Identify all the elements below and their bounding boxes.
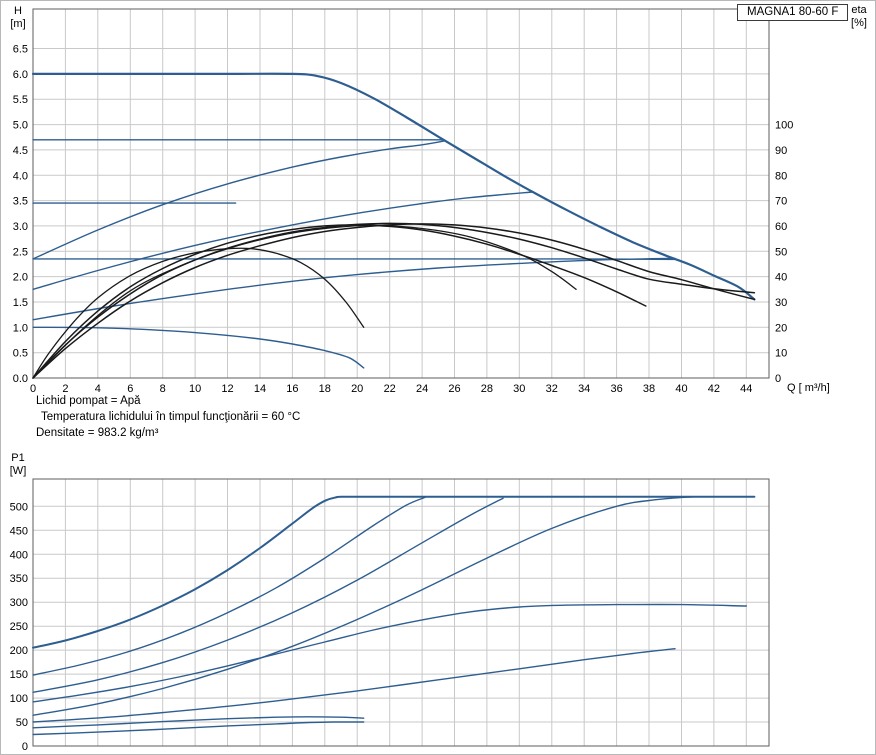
- svg-text:1.5: 1.5: [13, 297, 28, 309]
- svg-text:100: 100: [10, 693, 28, 705]
- p1-chart: 0 50 100 150 200 250 300 350 400 450 500: [10, 478, 770, 753]
- svg-text:0.5: 0.5: [13, 348, 28, 360]
- svg-text:3.5: 3.5: [13, 196, 28, 208]
- svg-text:2.5: 2.5: [13, 246, 28, 258]
- series-p1-low: [32, 716, 365, 729]
- svg-text:20: 20: [351, 383, 363, 395]
- head-axis-unit: [m]: [10, 18, 26, 30]
- svg-text:42: 42: [708, 383, 720, 395]
- svg-text:1.0: 1.0: [13, 322, 28, 334]
- svg-text:26: 26: [448, 383, 460, 395]
- efficiency-axis-unit: [%]: [851, 17, 867, 29]
- series-p1-min-speed: [32, 721, 365, 736]
- svg-text:40: 40: [775, 272, 787, 284]
- svg-text:6.5: 6.5: [13, 44, 28, 56]
- svg-text:30: 30: [775, 297, 787, 309]
- svg-text:36: 36: [610, 383, 622, 395]
- svg-text:2: 2: [62, 383, 68, 395]
- svg-text:4.5: 4.5: [13, 145, 28, 157]
- flow-axis-label: Q [ m³/h]: [787, 382, 830, 394]
- series-efficiency-curve-min: [32, 247, 365, 379]
- svg-text:0: 0: [30, 383, 36, 395]
- svg-text:50: 50: [775, 246, 787, 258]
- series-max-speed-curve: [31, 72, 756, 301]
- svg-text:5.0: 5.0: [13, 120, 28, 132]
- hq-chart: 0.0 0.5 1.0 1.5 2.0 2.5 3.0 3.5 4.0 4.5 5.0 5.5 6.0 6…: [13, 8, 793, 395]
- model-label: MAGNA1 80-60 F: [737, 4, 849, 21]
- series-proportional-pressure-curve-mid: [32, 191, 533, 290]
- series-p1-constant-pressure-4.7: [32, 496, 426, 676]
- svg-text:0.0: 0.0: [13, 373, 28, 385]
- series-constant-pressure-curve-2.35: [32, 258, 676, 261]
- series-efficiency-curve-3: [32, 223, 756, 379]
- svg-text:18: 18: [319, 383, 331, 395]
- power-axis-symbol: P1: [11, 452, 25, 464]
- series-p1-proportional-low: [32, 648, 676, 723]
- svg-text:6.0: 6.0: [13, 69, 28, 81]
- svg-text:10: 10: [775, 348, 787, 360]
- head-axis-title: H [m]: [3, 5, 33, 31]
- svg-text:32: 32: [546, 383, 558, 395]
- series-efficiency-curve-2: [32, 222, 756, 379]
- svg-text:0: 0: [22, 741, 28, 753]
- power-axis-unit: [W]: [9, 465, 27, 477]
- series-efficiency-curve-4: [32, 224, 577, 379]
- info-line-density: Densitate = 983.2 kg/m³: [36, 427, 159, 439]
- series-p1-autoadapt: [32, 603, 747, 703]
- svg-text:50: 50: [16, 717, 28, 729]
- svg-text:14: 14: [254, 383, 266, 395]
- svg-text:4.0: 4.0: [13, 170, 28, 182]
- svg-text:250: 250: [10, 621, 28, 633]
- series-p1-proportional-high: [32, 496, 696, 716]
- svg-text:8: 8: [160, 383, 166, 395]
- svg-text:500: 500: [10, 501, 28, 513]
- series-p1-constant-pressure-3.45: [32, 497, 504, 693]
- svg-text:150: 150: [10, 669, 28, 681]
- svg-text:10: 10: [189, 383, 201, 395]
- head-axis-symbol: H: [14, 5, 22, 17]
- svg-text:40: 40: [675, 383, 687, 395]
- svg-text:6: 6: [127, 383, 133, 395]
- svg-text:0: 0: [775, 373, 781, 385]
- svg-text:100: 100: [775, 120, 793, 132]
- svg-text:24: 24: [416, 383, 428, 395]
- svg-text:38: 38: [643, 383, 655, 395]
- info-line-liquid: Lichid pompat = Apă: [36, 395, 141, 407]
- svg-text:400: 400: [10, 549, 28, 561]
- efficiency-axis-symbol: eta: [851, 4, 867, 16]
- svg-text:4: 4: [95, 383, 101, 395]
- svg-text:20: 20: [775, 322, 787, 334]
- svg-text:30: 30: [513, 383, 525, 395]
- svg-text:34: 34: [578, 383, 590, 395]
- liquid-info-block: Lichid pompat = Apă Temperatura lichidul…: [36, 393, 300, 441]
- svg-text:90: 90: [775, 145, 787, 157]
- power-axis-title: P1 [W]: [3, 452, 33, 478]
- series-proportional-pressure-curve-high: [32, 140, 446, 260]
- svg-text:5.5: 5.5: [13, 94, 28, 106]
- svg-text:350: 350: [10, 573, 28, 585]
- svg-text:2.0: 2.0: [13, 272, 28, 284]
- series-min-speed-curve: [32, 326, 365, 369]
- svg-text:12: 12: [221, 383, 233, 395]
- svg-text:200: 200: [10, 645, 28, 657]
- series-proportional-pressure-curve-low: [32, 257, 676, 321]
- svg-text:44: 44: [740, 383, 752, 395]
- svg-text:22: 22: [384, 383, 396, 395]
- svg-text:28: 28: [481, 383, 493, 395]
- svg-text:450: 450: [10, 525, 28, 537]
- series-p1-max-speed: [32, 495, 756, 649]
- svg-text:80: 80: [775, 170, 787, 182]
- svg-text:16: 16: [286, 383, 298, 395]
- svg-text:70: 70: [775, 196, 787, 208]
- info-line-temperature: Temperatura lichidului în timpul funcţio…: [41, 411, 301, 423]
- svg-text:3.0: 3.0: [13, 221, 28, 233]
- efficiency-axis-title: eta [%]: [843, 4, 875, 30]
- svg-text:300: 300: [10, 597, 28, 609]
- svg-text:60: 60: [775, 221, 787, 233]
